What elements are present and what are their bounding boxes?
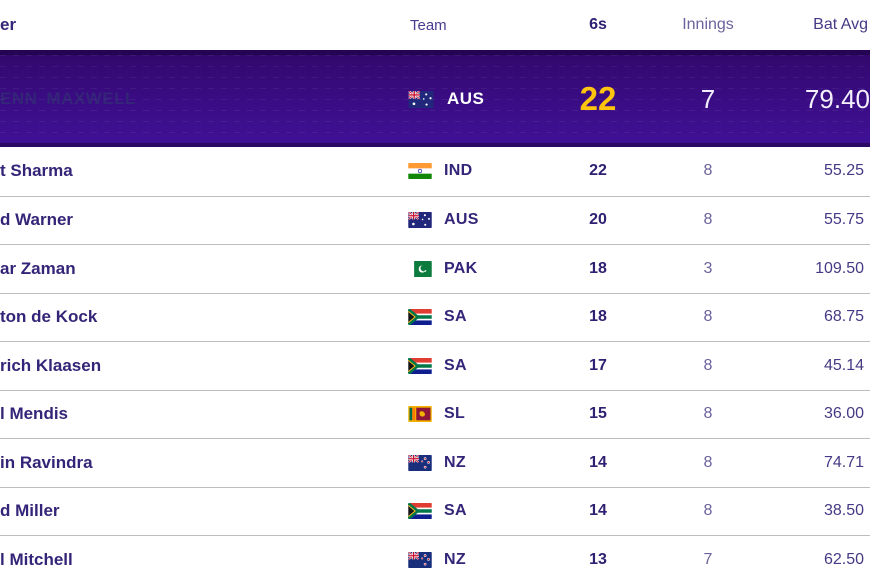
team-cell: IND	[408, 162, 533, 180]
team-code: SL	[444, 405, 466, 423]
column-header-sixes: 6s	[589, 16, 607, 33]
team-cell: SA	[408, 502, 533, 520]
flag-sa-icon	[408, 358, 432, 374]
table-row[interactable]: d Warner AUS 20 8 55.75	[0, 195, 870, 244]
table-header-row: er Team 6s Innings Bat Avg	[0, 0, 870, 50]
player-name: d Miller	[0, 501, 60, 521]
player-name: ar Zaman	[0, 258, 76, 278]
player-name: ENN MAXWELL	[0, 89, 408, 109]
player-name: rich Klaasen	[0, 355, 102, 375]
sixes-value: 13	[589, 550, 607, 568]
sixes-value: 22	[589, 162, 607, 180]
flag-nz-icon	[408, 455, 432, 471]
flag-aus-icon	[408, 91, 434, 108]
player-name: d Warner	[0, 210, 74, 230]
flag-nz-icon	[408, 552, 432, 568]
team-code: AUS	[444, 211, 479, 229]
team-cell: NZ	[408, 454, 533, 472]
player-first-name: ENN	[0, 89, 38, 108]
innings-value: 3	[703, 259, 713, 277]
innings-value: 7	[700, 83, 716, 114]
team-code: IND	[444, 162, 473, 180]
bat-avg-value: 79.40	[804, 83, 870, 114]
flag-sa-icon	[408, 503, 432, 519]
sixes-value: 18	[589, 308, 607, 326]
table-row[interactable]: in Ravindra NZ 14 8 74.71	[0, 438, 870, 487]
team-cell: SA	[408, 357, 533, 375]
innings-value: 8	[703, 211, 713, 229]
bat-avg-value: 109.50	[815, 259, 864, 277]
flag-pak-icon	[408, 261, 432, 277]
player-last-name: MAXWELL	[46, 89, 136, 108]
table-row-highlighted[interactable]: ENN MAXWELL AUS 22 7 79.40	[0, 50, 870, 147]
team-code: AUS	[447, 89, 485, 108]
flag-aus-icon	[408, 212, 432, 228]
bat-avg-value: 62.50	[823, 550, 864, 568]
table-row[interactable]: l Mendis SL 15 8 36.00	[0, 389, 870, 438]
bat-avg-value: 68.75	[823, 308, 864, 326]
sixes-value: 15	[589, 405, 607, 423]
team-code: SA	[444, 502, 467, 520]
team-cell: AUS	[408, 89, 533, 109]
sixes-value: 14	[589, 502, 607, 520]
bat-avg-value: 55.25	[823, 162, 864, 180]
bat-avg-value: 45.14	[823, 356, 864, 374]
team-code: SA	[444, 356, 467, 374]
team-code: SA	[444, 308, 467, 326]
flag-sl-icon	[408, 406, 432, 422]
flag-sa-icon	[408, 309, 432, 325]
sixes-value: 22	[579, 80, 617, 117]
team-cell: AUS	[408, 211, 533, 229]
team-code: PAK	[444, 259, 478, 277]
team-code: NZ	[444, 453, 466, 471]
player-name: t Sharma	[0, 161, 73, 181]
team-cell: NZ	[408, 551, 533, 569]
column-header-innings: Innings	[682, 16, 734, 33]
player-name: ton de Kock	[0, 307, 98, 327]
bat-avg-value: 55.75	[823, 211, 864, 229]
sixes-value: 14	[589, 453, 607, 471]
sixes-value: 20	[589, 211, 607, 229]
table-row[interactable]: d Miller SA 14 8 38.50	[0, 486, 870, 535]
table-row[interactable]: ar Zaman PAK 18 3 109.50	[0, 244, 870, 293]
column-header-team: Team	[410, 16, 447, 34]
team-cell: PAK	[408, 260, 533, 278]
innings-value: 8	[703, 502, 713, 520]
player-name: in Ravindra	[0, 452, 93, 472]
bat-avg-value: 74.71	[823, 453, 864, 471]
innings-value: 8	[703, 405, 713, 423]
innings-value: 8	[703, 453, 713, 471]
innings-value: 8	[703, 308, 713, 326]
sixes-value: 18	[589, 259, 607, 277]
bat-avg-value: 36.00	[823, 405, 864, 423]
table-row[interactable]: l Mitchell NZ 13 7 62.50	[0, 535, 870, 580]
player-name: l Mendis	[0, 404, 69, 424]
column-header-player: er	[0, 15, 17, 34]
team-cell: SA	[408, 308, 533, 326]
innings-value: 7	[703, 550, 713, 568]
team-cell: SL	[408, 405, 533, 423]
sixes-value: 17	[589, 356, 607, 374]
player-name: l Mitchell	[0, 549, 73, 569]
column-header-bat-avg: Bat Avg	[813, 16, 868, 33]
bat-avg-value: 38.50	[823, 502, 864, 520]
table-row[interactable]: t Sharma IND 22 8 55.25	[0, 147, 870, 196]
table-row[interactable]: rich Klaasen SA 17 8 45.14	[0, 341, 870, 390]
flag-ind-icon	[408, 163, 432, 179]
table-row[interactable]: ton de Kock SA 18 8 68.75	[0, 292, 870, 341]
innings-value: 8	[703, 162, 713, 180]
innings-value: 8	[703, 356, 713, 374]
team-code: NZ	[444, 550, 466, 568]
